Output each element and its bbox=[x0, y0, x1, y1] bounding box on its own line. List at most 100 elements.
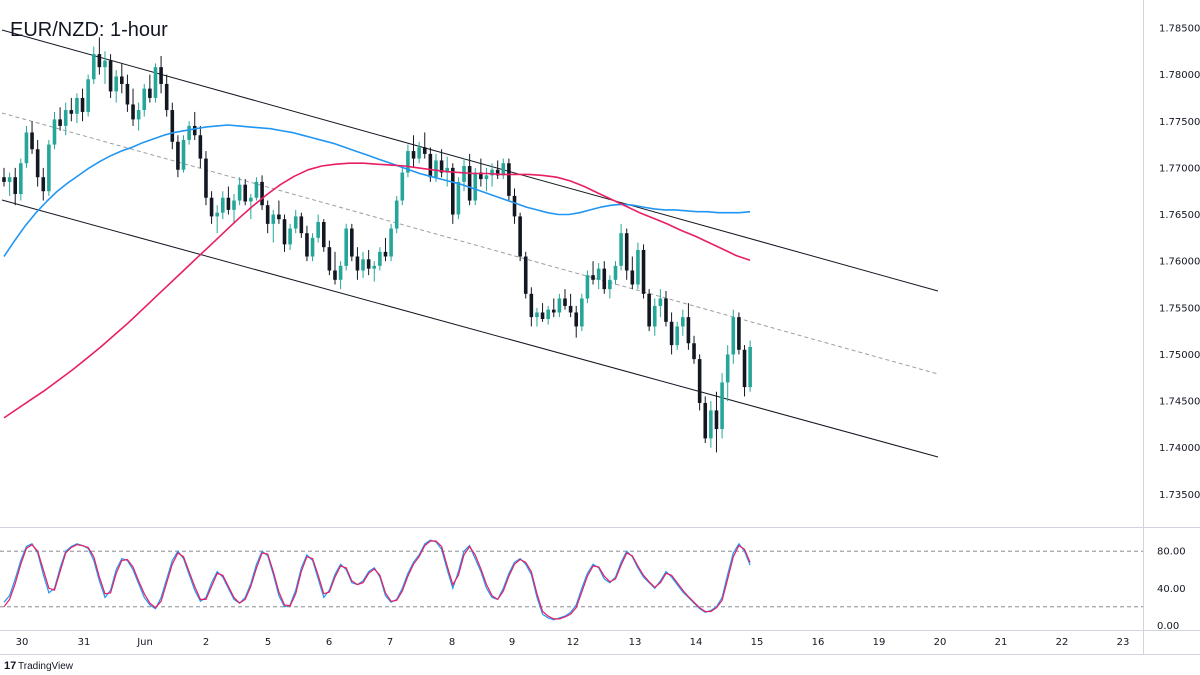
candle bbox=[613, 261, 618, 285]
candle bbox=[624, 228, 629, 280]
candle bbox=[647, 289, 651, 332]
candle bbox=[153, 63, 158, 103]
time-tick-label: Jun bbox=[136, 637, 153, 648]
candle bbox=[338, 261, 343, 290]
time-tick-label: 19 bbox=[873, 637, 886, 648]
candle bbox=[568, 293, 573, 318]
candle bbox=[703, 396, 708, 444]
time-tick-label: 6 bbox=[326, 637, 332, 648]
candle bbox=[2, 167, 6, 187]
candle bbox=[406, 144, 410, 178]
candle bbox=[619, 223, 623, 271]
candle bbox=[636, 242, 640, 290]
price-tick-label: 1.74000 bbox=[1159, 443, 1200, 454]
candle bbox=[495, 160, 500, 180]
channel-lower-line bbox=[1, 199, 939, 458]
time-axis[interactable]: 30 31 Jun 2 5 6 7 8 9 12 13 14 15 16 19 20 21 22 23 bbox=[16, 637, 1130, 648]
time-tick-label: 5 bbox=[265, 637, 271, 648]
tradingview-logo[interactable]: 17 TradingView bbox=[4, 660, 74, 672]
candle bbox=[580, 293, 584, 332]
price-tick-label: 1.78500 bbox=[1159, 23, 1200, 34]
candle bbox=[709, 401, 713, 448]
candle bbox=[232, 194, 236, 224]
candle bbox=[52, 111, 57, 150]
candle bbox=[523, 251, 528, 299]
candle bbox=[209, 191, 214, 224]
candle bbox=[563, 289, 567, 310]
candle bbox=[422, 132, 427, 159]
candle bbox=[58, 107, 62, 131]
time-tick-label: 8 bbox=[449, 637, 455, 648]
candle bbox=[220, 191, 225, 220]
candle bbox=[681, 309, 685, 336]
price-tick-label: 1.75000 bbox=[1159, 350, 1200, 361]
price-axis[interactable]: 1.78500 1.78000 1.77500 1.77000 1.76500 1.760… bbox=[1159, 23, 1200, 500]
candle bbox=[75, 93, 79, 124]
candles bbox=[2, 37, 752, 453]
candle bbox=[518, 212, 522, 262]
price-tick-label: 1.76000 bbox=[1159, 257, 1200, 268]
time-tick-label: 2 bbox=[203, 637, 209, 648]
candle bbox=[697, 354, 702, 411]
candle bbox=[198, 125, 203, 168]
candle bbox=[652, 298, 657, 336]
candle bbox=[400, 167, 405, 206]
candle bbox=[692, 335, 696, 364]
candle bbox=[260, 175, 264, 210]
candle bbox=[114, 69, 118, 103]
candle bbox=[24, 125, 29, 168]
candle bbox=[535, 307, 539, 327]
candle bbox=[305, 225, 309, 262]
candle bbox=[164, 74, 169, 117]
price-tick-label: 1.76500 bbox=[1159, 210, 1200, 221]
candle bbox=[176, 135, 180, 178]
candle bbox=[742, 345, 747, 397]
candle bbox=[131, 88, 135, 126]
candle bbox=[361, 251, 365, 278]
time-tick-label: 15 bbox=[751, 637, 764, 648]
candle bbox=[350, 223, 354, 262]
time-tick-label: 16 bbox=[812, 637, 825, 648]
candle bbox=[148, 74, 152, 103]
candle bbox=[80, 88, 85, 122]
candle bbox=[372, 261, 377, 282]
candle bbox=[181, 135, 186, 173]
candle bbox=[490, 163, 494, 187]
time-tick-label: 30 bbox=[16, 637, 29, 648]
candle bbox=[103, 51, 107, 84]
candle bbox=[748, 340, 752, 392]
candle bbox=[546, 305, 550, 325]
candle bbox=[265, 200, 270, 234]
candle bbox=[658, 289, 663, 318]
candle bbox=[557, 293, 562, 318]
candle bbox=[333, 251, 337, 285]
candle bbox=[507, 158, 511, 201]
price-tick-label: 1.78000 bbox=[1159, 70, 1200, 81]
oscillator-axis: 80.00 40.00 0.00 bbox=[1157, 547, 1186, 632]
candle bbox=[136, 102, 141, 131]
oscillator-tick-label: 0.00 bbox=[1157, 621, 1179, 632]
candle bbox=[125, 74, 130, 112]
candle bbox=[35, 139, 40, 187]
candle bbox=[142, 83, 147, 117]
candle bbox=[439, 149, 444, 178]
candle bbox=[91, 46, 96, 84]
candle bbox=[293, 209, 298, 234]
candle bbox=[215, 205, 219, 234]
candle bbox=[30, 121, 34, 154]
candle bbox=[714, 391, 719, 453]
price-tick-label: 1.77000 bbox=[1159, 163, 1200, 174]
candle bbox=[484, 167, 489, 192]
candle bbox=[226, 186, 231, 215]
candle bbox=[310, 233, 315, 262]
candle bbox=[731, 309, 736, 364]
candle bbox=[327, 240, 332, 276]
candle bbox=[288, 223, 292, 250]
candle bbox=[383, 237, 388, 262]
candle bbox=[108, 54, 113, 98]
candle bbox=[389, 223, 393, 262]
candle bbox=[355, 247, 360, 280]
candle bbox=[669, 312, 674, 355]
candle bbox=[574, 305, 579, 338]
